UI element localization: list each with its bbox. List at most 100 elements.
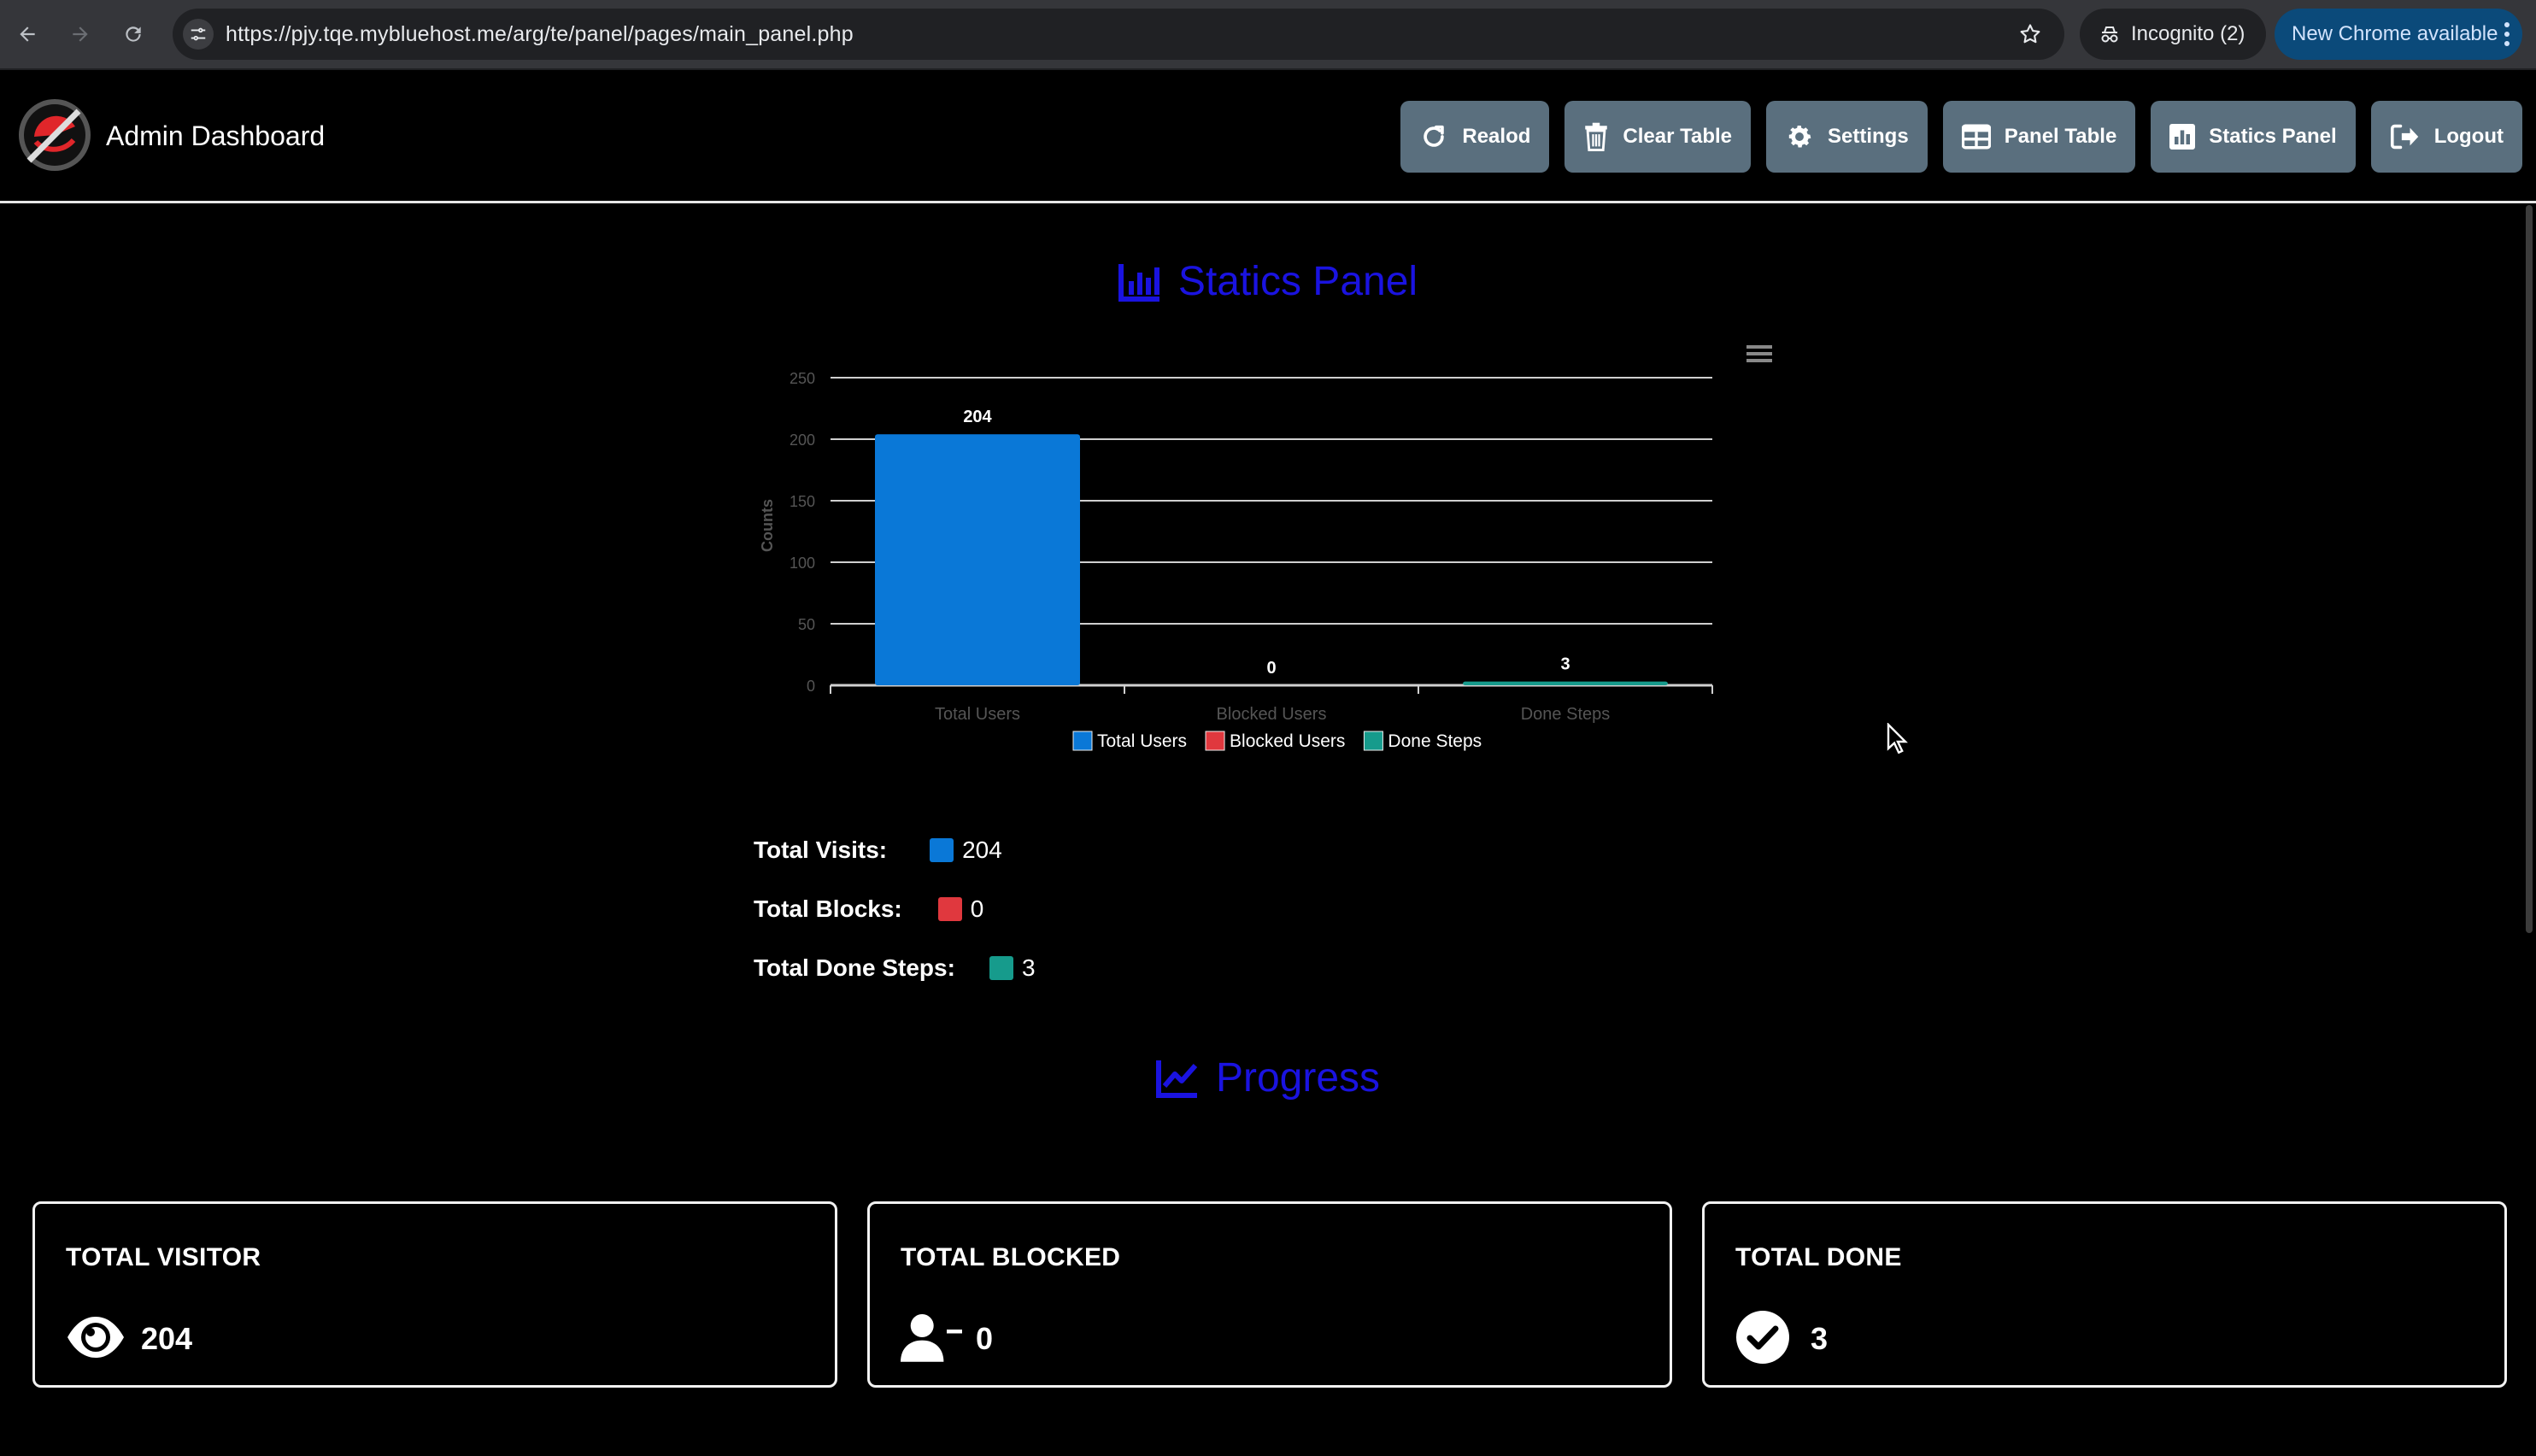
x-tick-label: Blocked Users — [1217, 705, 1327, 724]
done-swatch — [989, 955, 1013, 980]
chart-bar-icon — [1118, 263, 1159, 302]
statics-panel-heading: Statics Panel — [0, 258, 2536, 305]
statistics-chart: 0 50 100 150 200 250 Counts 204 0 3 Total Users… — [759, 370, 1713, 751]
total-done-card: TOTAL DONE 3 — [1702, 1201, 2507, 1388]
chart-menu-icon[interactable] — [1746, 342, 1772, 364]
data-label: 3 — [1560, 655, 1570, 674]
more-vert-icon[interactable] — [2504, 21, 2510, 48]
data-label: 0 — [1266, 659, 1276, 678]
incognito-indicator[interactable]: Incognito (2) — [2080, 9, 2266, 60]
chart-legend: Total Users Blocked Users Done Steps — [1072, 731, 1482, 751]
card-title: TOTAL DONE — [1735, 1243, 1902, 1271]
data-label: 204 — [963, 408, 992, 426]
redo-icon — [1424, 125, 1445, 147]
table-icon — [1961, 124, 1991, 150]
logo — [17, 97, 92, 173]
settings-label: Settings — [1828, 125, 1909, 148]
statics-panel-title: Statics Panel — [1177, 259, 1418, 304]
y-axis-title: Counts — [759, 499, 776, 552]
progress-heading: Progress — [0, 1054, 2536, 1101]
stat-done: Total Done Steps: 3 — [754, 938, 1036, 997]
card-title: TOTAL BLOCKED — [901, 1243, 1121, 1271]
stat-done-label: Total Done Steps: — [754, 954, 955, 981]
gear-icon — [1788, 125, 1811, 148]
logout-button[interactable]: Logout — [2370, 101, 2522, 173]
app-header: Admin Dashboard Realod Clear Table Setti… — [0, 68, 2536, 203]
page-scrollbar[interactable] — [2526, 205, 2533, 933]
card-value: 0 — [976, 1321, 994, 1356]
check-circle-icon — [1735, 1306, 1797, 1368]
browser-toolbar: https://pjy.tqe.mybluehost.me/arg/te/pan… — [0, 0, 2536, 70]
back-button[interactable] — [9, 15, 46, 53]
update-chrome-button[interactable]: New Chrome available — [2275, 9, 2522, 60]
mouse-cursor-icon — [1887, 723, 1908, 754]
stat-blocks-value: 0 — [970, 895, 984, 922]
stat-visits-label: Total Visits: — [754, 836, 888, 863]
chart-column-icon — [2169, 124, 2196, 150]
panel-table-label: Panel Table — [2004, 125, 2117, 148]
blocks-swatch — [937, 896, 962, 921]
url-text[interactable]: https://pjy.tqe.mybluehost.me/arg/te/pan… — [226, 22, 854, 46]
y-tick-label: 50 — [798, 616, 815, 633]
stat-blocks-label: Total Blocks: — [754, 895, 902, 922]
progress-title: Progress — [1215, 1055, 1381, 1101]
stats-summary: Total Visits: 204 Total Blocks: 0 Total … — [754, 820, 1036, 997]
header-toolbar: Realod Clear Table Settings Panel Table … — [1400, 101, 2522, 173]
statics-panel-label: Statics Panel — [2209, 125, 2337, 148]
clear-table-label: Clear Table — [1623, 125, 1732, 148]
bar[interactable] — [875, 434, 1080, 685]
x-tick-label: Total Users — [935, 705, 1020, 724]
legend-item[interactable]: Total Users — [1097, 731, 1187, 751]
total-blocked-card: TOTAL BLOCKED 0 — [867, 1201, 1672, 1388]
reload-page-button[interactable] — [114, 15, 152, 53]
logout-label: Logout — [2433, 125, 2504, 148]
x-tick-label: Done Steps — [1521, 705, 1611, 724]
settings-button[interactable]: Settings — [1766, 101, 1928, 173]
incognito-icon — [2101, 26, 2118, 43]
arrow-right-icon — [73, 26, 88, 42]
data-labels: 204 0 3 — [963, 408, 1570, 678]
y-tick-label: 200 — [790, 432, 815, 449]
stat-visits-value: 204 — [962, 836, 1002, 863]
reload-button[interactable]: Realod — [1400, 101, 1550, 173]
incognito-label: Incognito (2) — [2131, 22, 2245, 45]
statics-panel-button[interactable]: Statics Panel — [2151, 101, 2356, 173]
card-title: TOTAL VISITOR — [66, 1243, 261, 1271]
stat-blocks: Total Blocks: 0 — [754, 879, 1036, 938]
update-label: New Chrome available — [2292, 22, 2498, 45]
forward-button[interactable] — [62, 15, 99, 53]
eye-icon — [66, 1306, 127, 1368]
legend-item[interactable]: Blocked Users — [1230, 731, 1345, 751]
legend-swatch[interactable] — [1363, 731, 1383, 751]
y-tick-label: 150 — [790, 493, 815, 510]
site-settings-icon[interactable] — [183, 19, 214, 50]
y-tick-label: 0 — [807, 678, 815, 695]
refresh-icon — [126, 26, 141, 42]
bookmark-star-icon[interactable] — [2015, 19, 2046, 50]
card-value: 3 — [1811, 1321, 1829, 1356]
card-value: 204 — [141, 1321, 193, 1356]
visits-swatch — [930, 837, 954, 862]
legend-swatch[interactable] — [1072, 731, 1093, 751]
x-axis-labels: Total Users Blocked Users Done Steps — [935, 705, 1610, 724]
address-bar[interactable]: https://pjy.tqe.mybluehost.me/arg/te/pan… — [173, 9, 2064, 60]
bar[interactable] — [1463, 681, 1668, 685]
stat-done-value: 3 — [1021, 954, 1036, 981]
arrow-left-icon — [20, 26, 35, 42]
brand-title: Admin Dashboard — [106, 120, 326, 151]
y-tick-label: 100 — [790, 555, 815, 572]
clear-table-button[interactable]: Clear Table — [1564, 101, 1751, 173]
reload-label: Realod — [1462, 125, 1531, 148]
sign-out-icon — [2390, 124, 2418, 150]
total-visitor-card: TOTAL VISITOR 204 — [32, 1201, 837, 1388]
panel-table-button[interactable]: Panel Table — [1942, 101, 2136, 173]
y-axis-labels: 0 50 100 150 200 250 — [790, 370, 815, 695]
chart-bars — [875, 434, 1668, 685]
legend-swatch[interactable] — [1205, 731, 1225, 751]
chart-line-icon — [1155, 1060, 1198, 1098]
user-minus-icon — [901, 1306, 962, 1368]
trash-icon — [1585, 122, 1608, 151]
stat-visits: Total Visits: 204 — [754, 820, 1036, 879]
y-tick-label: 250 — [790, 370, 815, 387]
legend-item[interactable]: Done Steps — [1388, 731, 1482, 751]
